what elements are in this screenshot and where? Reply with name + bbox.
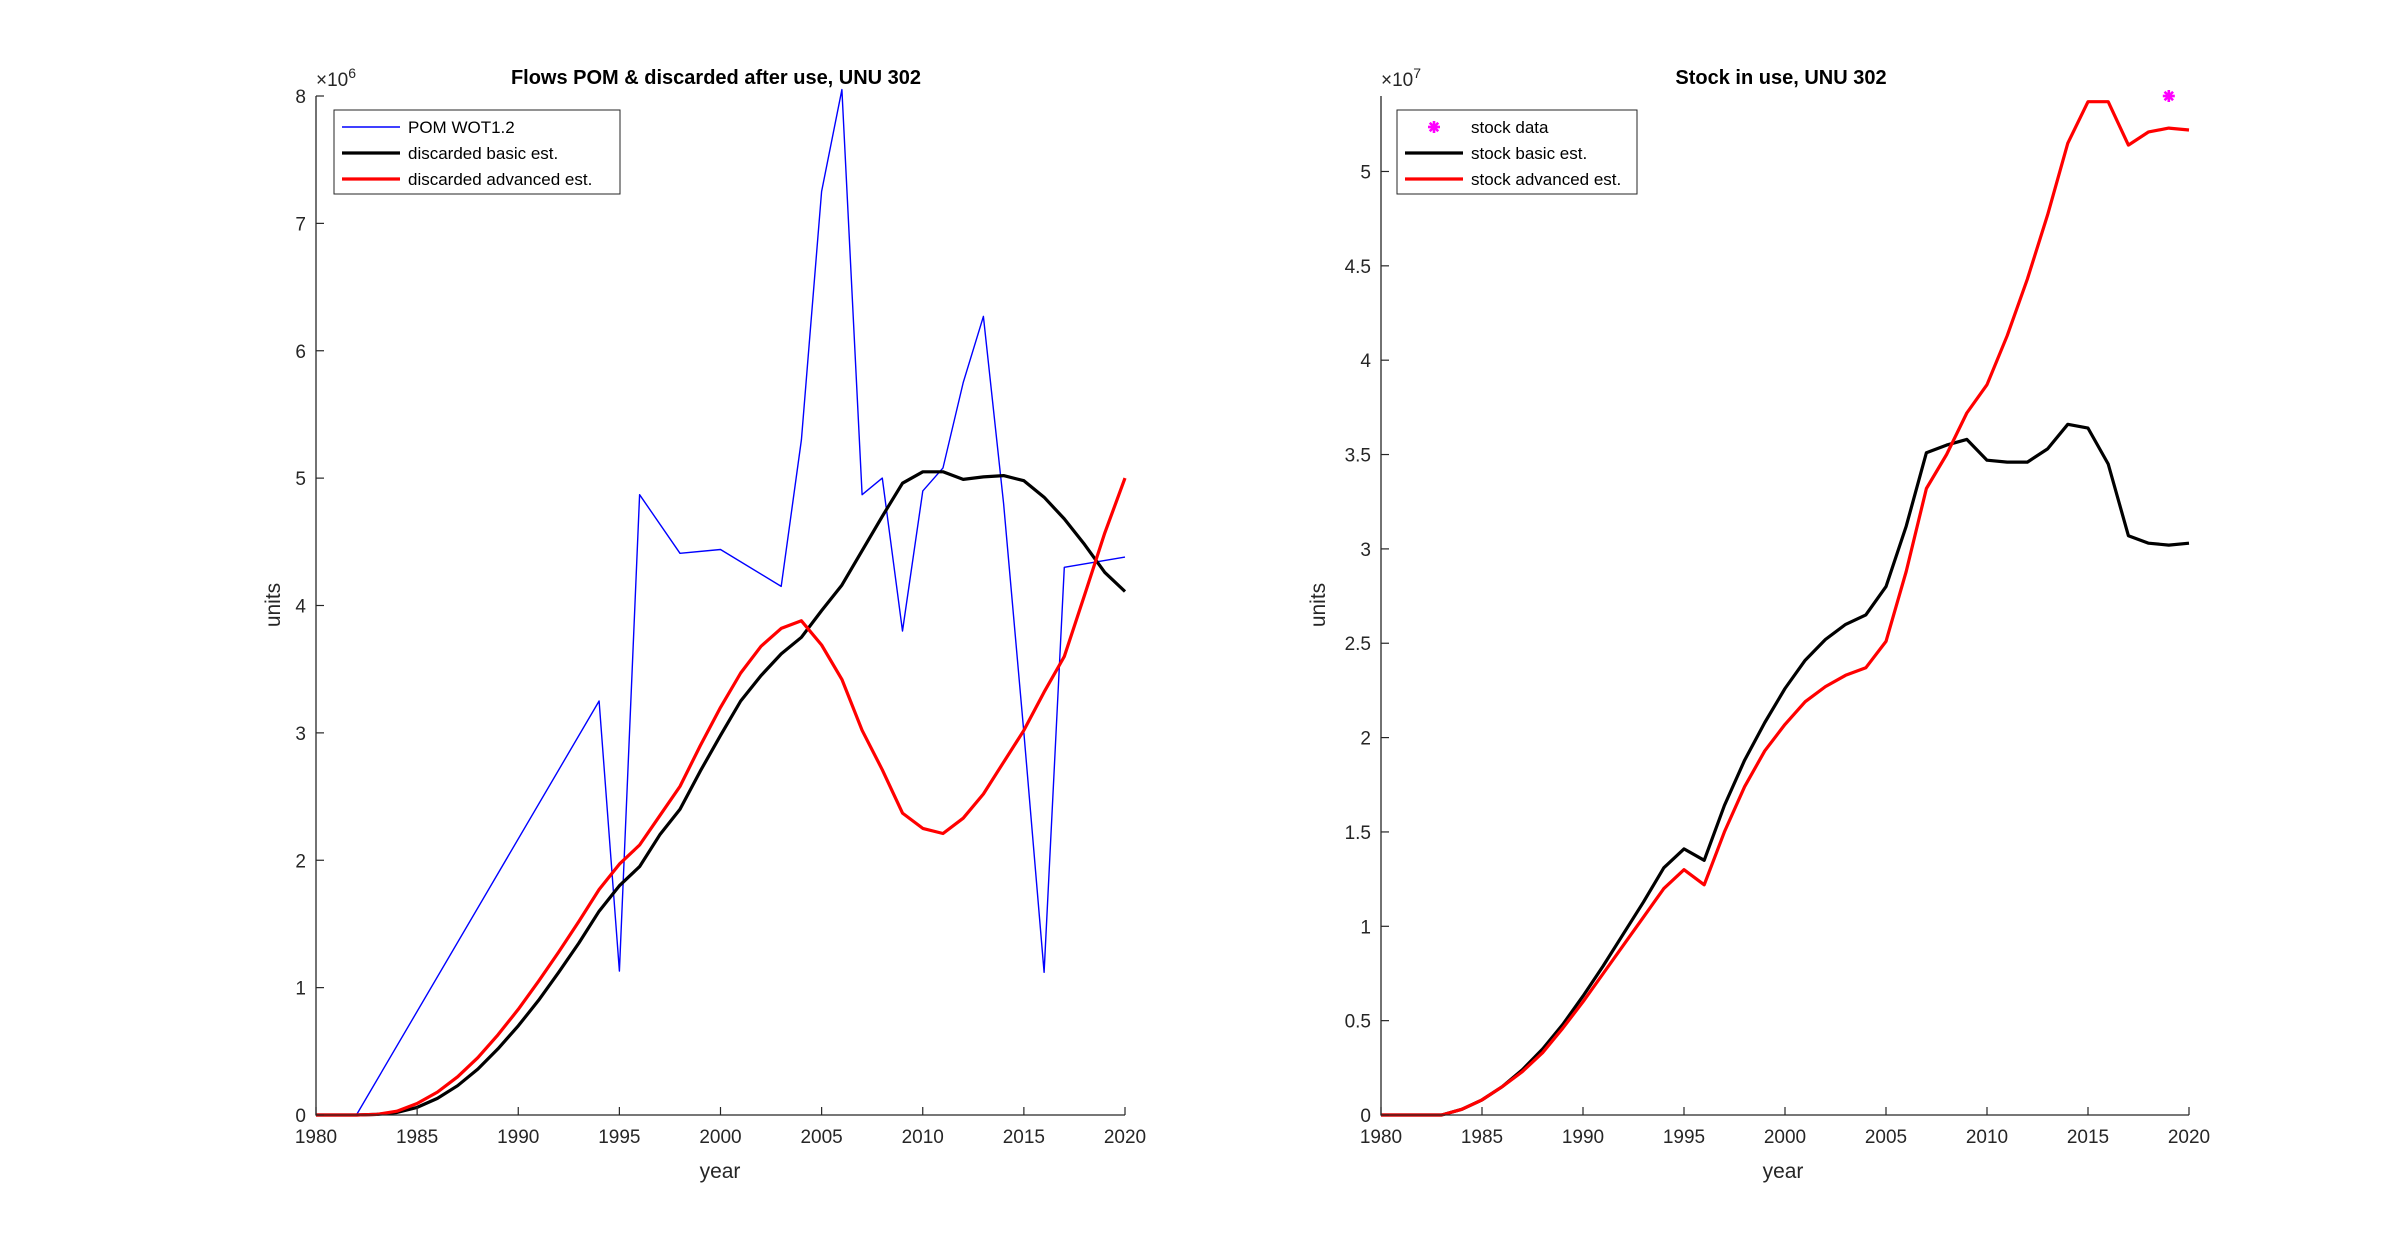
x-axis-label: year	[700, 1160, 741, 1183]
y-tick-label: 2.5	[1345, 634, 1371, 655]
legend-label: discarded advanced est.	[408, 170, 592, 189]
x-tick-label: 2005	[1865, 1127, 1907, 1148]
data-point	[2162, 90, 2175, 102]
x-tick-layer: 1980 1985 1990 1995 2000 2005 2010 2015 2020	[295, 1107, 1146, 1148]
y-tick-label: 0.5	[1345, 1012, 1371, 1033]
chart-stock: Stock in use, UNU 302 1980 1985 1990 1995 20…	[1307, 65, 2210, 1183]
x-tick-label: 2010	[1966, 1127, 2008, 1148]
y-multiplier-exponent: 7	[1413, 65, 1421, 81]
series-line	[316, 470, 1127, 1117]
x-tick-label: 2005	[800, 1127, 842, 1148]
y-tick-label: 1.5	[1345, 823, 1371, 844]
y-tick-label: 3.5	[1345, 446, 1371, 467]
x-tick-label: 2020	[2168, 1127, 2210, 1148]
x-tick-label: 1990	[1562, 1127, 1604, 1148]
y-tick-label: 5	[295, 469, 306, 490]
y-tick-label: 0	[1360, 1106, 1371, 1127]
y-tick-label: 2	[295, 851, 306, 872]
legend-label: stock advanced est.	[1471, 170, 1621, 189]
legend: stock data stock basic est. stock advanced…	[1396, 109, 1638, 195]
series-layer	[1381, 90, 2190, 1117]
axes-frame	[1380, 96, 2189, 1116]
x-tick-label: 1995	[1663, 1127, 1705, 1148]
legend-label: POM WOT1.2	[408, 118, 515, 137]
y-tick-label: 0	[295, 1106, 306, 1127]
y-tick-layer: 0 1 2 3 4 5 6 7 8	[295, 87, 324, 1127]
legend: POM WOT1.2 discarded basic est. discarded …	[333, 109, 621, 195]
legend-label: stock basic est.	[1471, 144, 1587, 163]
x-tick-label: 2015	[1003, 1127, 1045, 1148]
x-tick-label: 1980	[295, 1127, 337, 1148]
y-tick-label: 3	[1360, 540, 1371, 561]
series-line	[316, 88, 1126, 1116]
y-tick-label: 1	[1360, 917, 1371, 938]
y-tick-label: 4	[295, 597, 306, 618]
chart-flows: Flows POM & discarded after use, UNU 302…	[262, 65, 1146, 1183]
y-tick-label: 4	[1360, 351, 1371, 372]
chart-title: Flows POM & discarded after use, UNU 302	[511, 67, 921, 89]
x-tick-label: 2010	[902, 1127, 944, 1148]
y-tick-label: 6	[295, 342, 306, 363]
x-tick-label: 2000	[1764, 1127, 1806, 1148]
axes-frame	[315, 96, 1125, 1116]
legend-marker	[1428, 121, 1440, 133]
x-tick-label: 1990	[497, 1127, 539, 1148]
x-tick-label: 1985	[396, 1127, 438, 1148]
chart-title: Stock in use, UNU 302	[1675, 67, 1886, 89]
y-axis-label: units	[1307, 583, 1330, 627]
y-multiplier: ×106	[316, 65, 356, 91]
y-tick-label: 3	[295, 724, 306, 745]
y-multiplier: ×107	[1381, 65, 1421, 91]
x-tick-layer: 1980 1985 1990 1995 2000 2005 2010 2015 2020	[1360, 1107, 2210, 1148]
x-tick-label: 1995	[598, 1127, 640, 1148]
series-layer	[316, 88, 1127, 1117]
series-line	[1381, 100, 2190, 1117]
y-tick-label: 2	[1360, 729, 1371, 750]
series-line	[1381, 422, 2190, 1117]
y-tick-label: 5	[1360, 162, 1371, 183]
x-axis-label: year	[1763, 1160, 1804, 1183]
y-multiplier-base: ×10	[1381, 70, 1413, 91]
y-multiplier-base: ×10	[316, 70, 348, 91]
y-multiplier-exponent: 6	[348, 65, 356, 81]
y-tick-label: 7	[295, 214, 306, 235]
legend-label: stock data	[1471, 118, 1549, 137]
y-tick-label: 4.5	[1345, 257, 1371, 278]
y-tick-label: 1	[295, 979, 306, 1000]
x-tick-label: 2000	[699, 1127, 741, 1148]
series-line	[316, 477, 1127, 1117]
x-tick-label: 1985	[1461, 1127, 1503, 1148]
legend-label: discarded basic est.	[408, 144, 558, 163]
x-tick-label: 1980	[1360, 1127, 1402, 1148]
y-tick-label: 8	[295, 87, 306, 108]
y-axis-label: units	[262, 583, 285, 627]
x-tick-label: 2020	[1104, 1127, 1146, 1148]
y-tick-layer: 0 0.5 1 1.5 2 2.5 3 3.5 4 4.5 5	[1345, 162, 1389, 1127]
x-tick-label: 2015	[2067, 1127, 2109, 1148]
